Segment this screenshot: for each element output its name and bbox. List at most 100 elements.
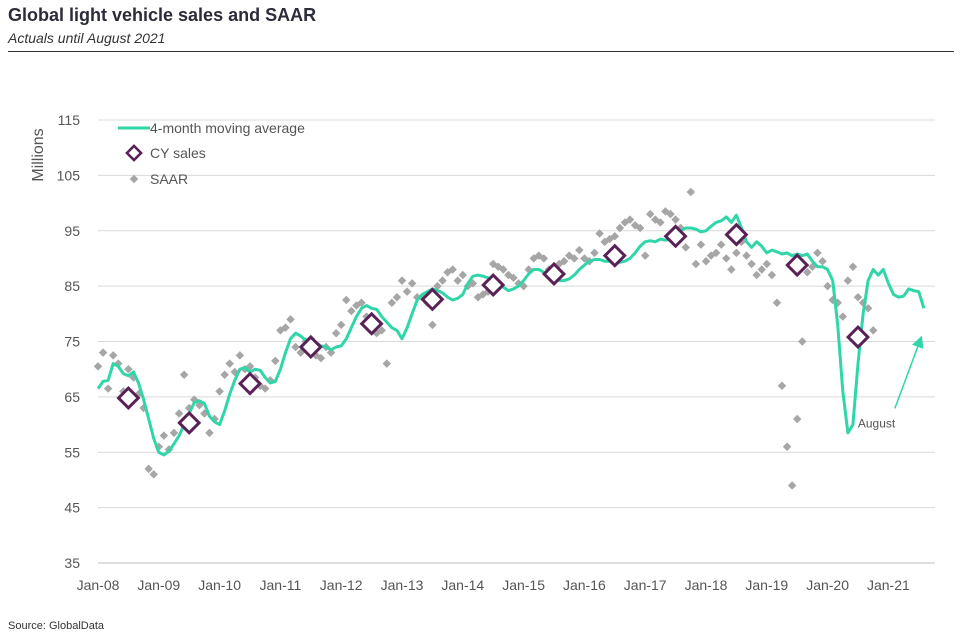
saar-point	[433, 281, 442, 291]
saar-point	[762, 259, 772, 269]
legend-label-moving-average: 4-month moving average	[150, 120, 305, 136]
y-tick-label: 65	[64, 389, 80, 405]
saar-point	[732, 248, 741, 258]
saar-point	[428, 320, 437, 330]
x-tick-label: Jan-15	[502, 577, 545, 593]
saar-point	[868, 326, 878, 335]
cy-sales-point	[724, 222, 749, 247]
saar-point	[347, 306, 356, 316]
cy-sales-point	[602, 243, 627, 268]
saar-point	[179, 370, 189, 379]
saar-point	[838, 312, 848, 321]
source-note: Source: GlobalData	[8, 620, 104, 632]
saar-point	[357, 298, 366, 307]
saar-point	[767, 270, 777, 280]
cy-sales-point	[845, 325, 871, 350]
legend-label-cy-sales: CY sales	[150, 145, 206, 161]
saar-point	[336, 320, 346, 330]
x-tick-label: Jan-09	[137, 577, 180, 593]
moving-average-line	[96, 213, 926, 457]
legend-label-saar: SAAR	[150, 171, 188, 187]
saar-point	[747, 259, 756, 269]
saar-point	[798, 337, 807, 346]
saar-point	[326, 348, 336, 357]
saar-point	[590, 248, 599, 258]
y-tick-label: 45	[64, 500, 80, 516]
saar-point	[813, 248, 822, 258]
saar-point	[169, 428, 179, 438]
saar-point	[559, 256, 569, 266]
saar-point	[215, 387, 224, 396]
saar-point	[782, 442, 792, 451]
x-tick-label: Jan-13	[381, 577, 424, 593]
saar-point	[539, 254, 549, 263]
chart-title: Global light vehicle sales and SAAR	[8, 5, 317, 25]
x-tick-label: Jan-21	[867, 577, 910, 593]
saar-point	[752, 270, 761, 280]
saar-point	[787, 481, 797, 490]
x-axis-ticks: Jan-08 Jan-09 Jan-10 Jan-11 Jan-12 Jan-13 Jan-…	[77, 577, 910, 593]
saar-point	[777, 381, 787, 391]
saar-point	[220, 370, 229, 379]
y-axis-ticks: 35 45 55 65 75 85 95 105 115	[57, 112, 81, 571]
y-axis-label: Millions	[30, 128, 47, 181]
saar-point	[397, 276, 407, 285]
saar-point	[174, 409, 184, 418]
annotation-label: August	[858, 416, 896, 430]
saar-point	[853, 292, 863, 302]
saar-point	[235, 351, 245, 360]
saar-point	[124, 364, 133, 374]
y-tick-label: 85	[64, 278, 80, 294]
saar-point	[570, 254, 579, 263]
legend-swatch-saar	[129, 174, 139, 184]
cy-sales-point	[663, 224, 688, 249]
cy-sales-point	[481, 272, 506, 298]
saar-point	[331, 328, 341, 338]
saar-point	[843, 276, 853, 285]
saar-point	[458, 270, 468, 280]
saar-point	[291, 342, 300, 352]
saar-point	[722, 254, 731, 263]
saar-point	[149, 470, 158, 479]
cy-sales-point	[237, 371, 263, 396]
saar-point	[686, 187, 696, 197]
x-tick-label: Jan-19	[745, 577, 788, 593]
saar-point	[803, 268, 812, 277]
saar-point	[271, 356, 280, 366]
saar-point	[108, 351, 118, 360]
saar-series	[93, 187, 878, 490]
title-divider	[8, 51, 954, 52]
y-tick-label: 105	[57, 167, 81, 183]
legend-swatch-cy-sales	[125, 144, 143, 162]
cy-sales-point	[177, 410, 202, 435]
saar-point	[727, 265, 736, 274]
saar-point	[716, 240, 726, 249]
saar-point	[691, 259, 701, 269]
x-tick-label: Jan-17	[624, 577, 667, 593]
cy-sales-point	[116, 385, 141, 411]
saar-point	[701, 256, 711, 266]
saar-point	[640, 251, 650, 260]
saar-point	[509, 273, 518, 283]
saar-point	[848, 262, 858, 271]
saar-point	[453, 276, 462, 285]
saar-point	[792, 414, 802, 424]
saar-point	[499, 265, 508, 274]
saar-point	[742, 251, 751, 260]
august-annotation: August	[858, 335, 924, 430]
gridlines	[98, 119, 935, 564]
x-tick-label: Jan-14	[441, 577, 484, 593]
saar-point	[387, 298, 397, 307]
saar-point	[671, 215, 680, 224]
saar-point	[342, 295, 351, 305]
saar-point	[772, 298, 782, 307]
saar-point	[402, 287, 412, 296]
saar-point	[818, 256, 827, 266]
saar-point	[159, 431, 169, 440]
saar-point	[681, 243, 690, 252]
y-tick-label: 35	[64, 555, 80, 571]
y-tick-label: 75	[64, 334, 80, 350]
y-tick-label: 95	[64, 223, 80, 239]
saar-point	[377, 326, 386, 335]
